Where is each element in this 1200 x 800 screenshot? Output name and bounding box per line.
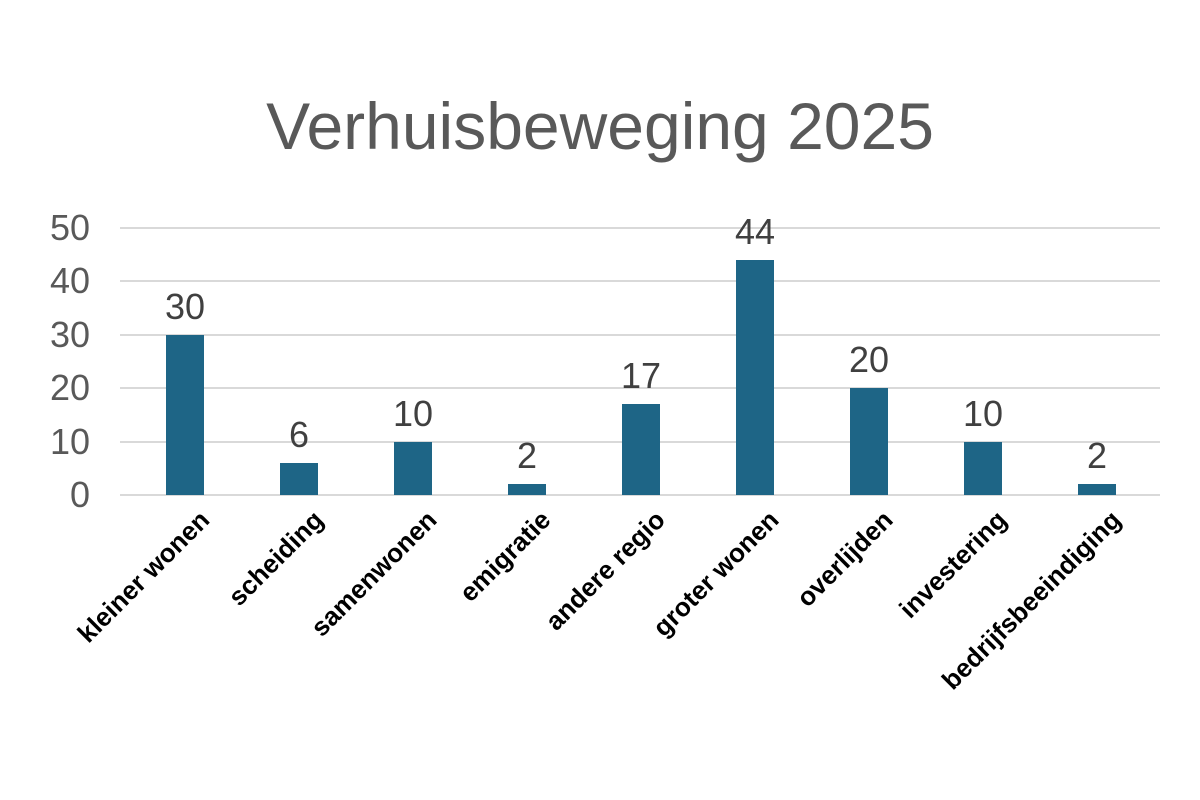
y-axis-tick-label: 20 <box>49 367 90 408</box>
gridline <box>120 334 1160 336</box>
category-label: kleiner wonen <box>70 504 215 649</box>
category-label: scheiding <box>221 504 329 612</box>
category-label: emigratie <box>453 504 557 608</box>
y-axis-tick-label: 10 <box>49 421 90 462</box>
bar-slot: 44 <box>698 212 812 495</box>
bar-value-label: 2 <box>516 435 538 477</box>
bar-slot: 30 <box>128 228 242 495</box>
bar-slot: 2 <box>1040 228 1154 495</box>
bar <box>964 442 1002 495</box>
bar <box>622 404 660 495</box>
bar-value-label: 2 <box>1086 435 1108 477</box>
bar <box>850 388 888 495</box>
bar <box>280 463 318 495</box>
bar-slot: 20 <box>812 228 926 495</box>
bar-slot: 10 <box>926 228 1040 495</box>
category-label: overlijden <box>790 504 899 613</box>
gridline <box>120 280 1160 282</box>
bar-slot: 6 <box>242 228 356 495</box>
bar <box>1078 484 1116 495</box>
bar-value-label: 10 <box>962 393 1004 435</box>
bar-value-label: 20 <box>848 339 890 381</box>
y-axis-tick-label: 0 <box>69 474 90 515</box>
bar-value-label: 44 <box>734 211 776 253</box>
plot-area: 30 6 10 2 17 44 20 10 2 <box>120 212 1160 496</box>
bar-slot: 2 <box>470 228 584 495</box>
bar-value-label: 10 <box>392 393 434 435</box>
bar-value-label: 6 <box>288 414 310 456</box>
bar-value-label: 30 <box>164 286 206 328</box>
bar <box>508 484 546 495</box>
gridline <box>120 494 1160 496</box>
y-axis-tick-label: 30 <box>49 314 90 355</box>
gridline <box>120 227 1160 229</box>
bar <box>394 442 432 495</box>
y-axis-tick-label: 50 <box>49 207 90 248</box>
chart-title: Verhuisbeweging 2025 <box>266 89 934 163</box>
gridline <box>120 387 1160 389</box>
bar-value-label: 17 <box>620 355 662 397</box>
bar <box>736 260 774 495</box>
category-label: investering <box>893 504 1013 624</box>
bar <box>166 335 204 495</box>
bar-slot: 10 <box>356 228 470 495</box>
bar-slot: 17 <box>584 228 698 495</box>
y-axis-tick-label: 40 <box>49 260 90 301</box>
category-label: andere regio <box>539 504 671 637</box>
